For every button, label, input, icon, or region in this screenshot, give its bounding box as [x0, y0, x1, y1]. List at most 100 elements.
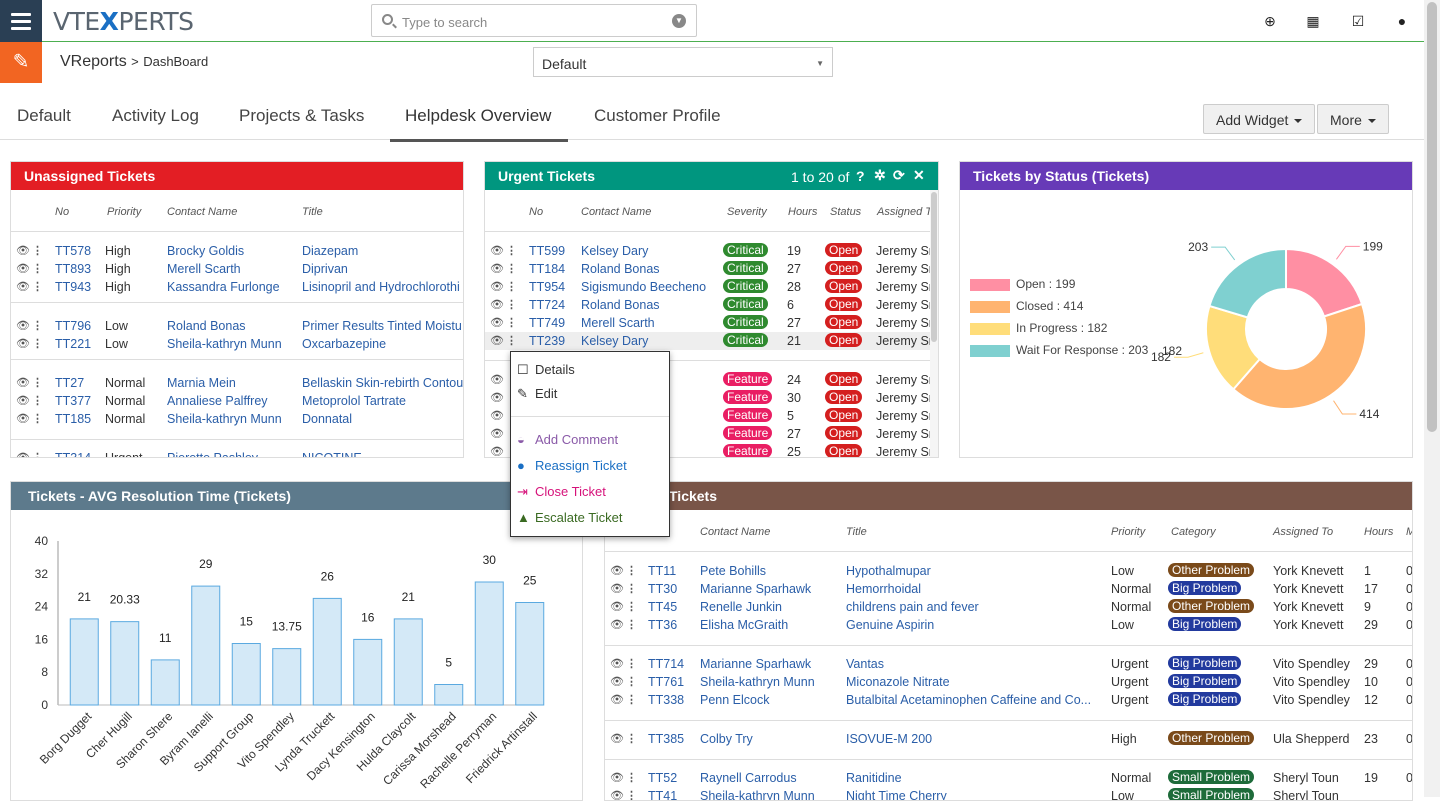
- contact-name[interactable]: Kelsey Dary: [581, 334, 649, 348]
- ticket-number[interactable]: TT30: [648, 582, 678, 596]
- table-row[interactable]: 👁 ⋮ TT41 Sheila-kathryn Munn Night Time Cher…: [605, 787, 1412, 801]
- ticket-title[interactable]: Metoprolol Tartrate: [302, 394, 406, 408]
- ticket-number[interactable]: TT599: [529, 244, 566, 258]
- menu-icon[interactable]: [0, 0, 42, 42]
- table-row[interactable]: 👁 ⋮ TT749 Merell Scarth Critical 27 Open Jeremy…: [485, 314, 938, 332]
- ticket-title[interactable]: Lisinopril and Hydrochlorothi: [302, 280, 460, 294]
- eye-icon[interactable]: 👁: [490, 410, 504, 422]
- contact-name[interactable]: Sheila-kathryn Munn: [167, 412, 282, 426]
- bar[interactable]: [191, 585, 221, 706]
- ticket-number[interactable]: TT749: [529, 316, 566, 330]
- table-row[interactable]: 👁 ⋮ TT599 Kelsey Dary Critical 19 Open Jeremy S…: [485, 242, 938, 260]
- column-header[interactable]: Severity: [727, 206, 767, 218]
- gear-icon[interactable]: ✲: [874, 167, 886, 183]
- close-icon[interactable]: ✕: [913, 167, 925, 183]
- table-row[interactable]: 👁 ⋮ TT724 Roland Bonas Critical 6 Open Jeremy S…: [485, 296, 938, 314]
- ellipsis-icon[interactable]: ⋮: [626, 694, 637, 706]
- eye-icon[interactable]: 👁: [610, 565, 624, 577]
- table-row[interactable]: 👁 ⋮ TT714 Marianne Sparhawk Vantas Urgent Big …: [605, 655, 1412, 673]
- eye-icon[interactable]: 👁: [610, 790, 624, 801]
- ticket-title[interactable]: NICOTINE: [302, 451, 362, 458]
- widget-title[interactable]: Tickets: [605, 482, 1412, 510]
- ellipsis-icon[interactable]: ⋮: [626, 658, 637, 670]
- table-row[interactable]: 👁 ⋮ TT185 Normal Sheila-kathryn Munn Donnatal: [11, 410, 463, 428]
- ticket-title[interactable]: Diprivan: [302, 262, 348, 276]
- bar[interactable]: [231, 643, 261, 706]
- widget-title[interactable]: Urgent Tickets: [498, 168, 595, 184]
- contact-name[interactable]: Kassandra Furlonge: [167, 280, 280, 294]
- eye-icon[interactable]: 👁: [16, 452, 30, 458]
- eye-icon[interactable]: 👁: [16, 320, 30, 332]
- ticket-title[interactable]: Donnatal: [302, 412, 353, 426]
- ticket-number[interactable]: TT338: [648, 693, 685, 707]
- pager-total[interactable]: ?: [856, 168, 865, 184]
- eye-icon[interactable]: 👁: [16, 263, 30, 275]
- ticket-title[interactable]: Ranitidine: [846, 771, 902, 785]
- contact-name[interactable]: Merell Scarth: [167, 262, 241, 276]
- eye-icon[interactable]: 👁: [490, 335, 504, 347]
- table-row[interactable]: 👁 ⋮ TT761 Sheila-kathryn Munn Miconazole Nit…: [605, 673, 1412, 691]
- bar[interactable]: [353, 638, 383, 706]
- bar[interactable]: [312, 597, 342, 706]
- widget-title[interactable]: Tickets by Status (Tickets): [960, 162, 1412, 190]
- pie-slice-wait-for-response[interactable]: [1208, 247, 1287, 319]
- table-row[interactable]: 👁 ⋮ TT45 Renelle Junkin childrens pain and f…: [605, 598, 1412, 616]
- contact-name[interactable]: Penn Elcock: [700, 693, 770, 707]
- ticket-title[interactable]: Night Time Cherry: [846, 789, 947, 801]
- ticket-title[interactable]: Genuine Aspirin: [846, 618, 935, 632]
- table-row[interactable]: 👁 ⋮ TT52 Raynell Carrodus Ranitidine Normal Sm…: [605, 769, 1412, 787]
- bar[interactable]: [110, 621, 140, 706]
- search-input[interactable]: Type to search ▼: [371, 4, 697, 37]
- logo[interactable]: VTEXPERTS: [53, 7, 194, 36]
- ellipsis-icon[interactable]: ⋮: [32, 281, 43, 293]
- table-row[interactable]: 👁 ⋮ TT184 Roland Bonas Critical 27 Open Jeremy …: [485, 260, 938, 278]
- ticket-title[interactable]: Oxcarbazepine: [302, 337, 387, 351]
- column-header[interactable]: Assigned To: [1273, 526, 1334, 538]
- table-row[interactable]: 👁 ⋮ TT30 Marianne Sparhawk Hemorrhoidal Norma…: [605, 580, 1412, 598]
- ticket-number[interactable]: TT314: [55, 451, 92, 458]
- calendar-icon[interactable]: ▦: [1306, 13, 1320, 29]
- legend-label[interactable]: In Progress : 182: [1016, 321, 1108, 335]
- contact-name[interactable]: Sheila-kathryn Munn: [700, 789, 815, 801]
- ellipsis-icon[interactable]: ⋮: [32, 338, 43, 350]
- ellipsis-icon[interactable]: ⋮: [626, 619, 637, 631]
- contact-name[interactable]: Raynell Carrodus: [700, 771, 797, 785]
- column-header[interactable]: Contact Name: [581, 206, 652, 218]
- ticket-number[interactable]: TT724: [529, 298, 566, 312]
- pie-slice-closed[interactable]: [1231, 302, 1367, 410]
- eye-icon[interactable]: 👁: [16, 395, 30, 407]
- menu-item-escalate[interactable]: ▲ Escalate Ticket: [517, 510, 622, 525]
- eye-icon[interactable]: 👁: [16, 413, 30, 425]
- ticket-number[interactable]: TT796: [55, 319, 92, 333]
- contact-name[interactable]: Roland Bonas: [581, 262, 660, 276]
- bar[interactable]: [515, 602, 545, 706]
- table-row[interactable]: 👁 ⋮ TT314 Urgent Pierette Pashley NICOTINE: [11, 449, 463, 458]
- breadcrumb-module[interactable]: VReports: [60, 53, 127, 70]
- ticket-number[interactable]: TT27: [55, 376, 85, 390]
- menu-item-close[interactable]: ⇥ Close Ticket: [517, 484, 606, 500]
- contact-name[interactable]: Annaliese Palffrey: [167, 394, 268, 408]
- ticket-title[interactable]: Butalbital Acetaminophen Caffeine and Co…: [846, 693, 1092, 707]
- table-row[interactable]: 👁 ⋮ TT796 Low Roland Bonas Primer Results Tin…: [11, 317, 463, 335]
- add-widget-button[interactable]: Add Widget: [1203, 104, 1316, 134]
- bar[interactable]: [434, 684, 464, 706]
- ticket-title[interactable]: Miconazole Nitrate: [846, 675, 950, 689]
- ellipsis-icon[interactable]: ⋮: [506, 335, 517, 347]
- eye-icon[interactable]: 👁: [490, 392, 504, 404]
- eye-icon[interactable]: 👁: [16, 377, 30, 389]
- ticket-number[interactable]: TT221: [55, 337, 92, 351]
- eye-icon[interactable]: 👁: [490, 263, 504, 275]
- eye-icon[interactable]: 👁: [610, 676, 624, 688]
- ticket-number[interactable]: TT184: [529, 262, 566, 276]
- checkbox-icon[interactable]: ☑: [1351, 13, 1365, 29]
- table-row[interactable]: 👁 ⋮ TT221 Low Sheila-kathryn Munn Oxcarbazepi…: [11, 335, 463, 353]
- column-header[interactable]: Hours: [788, 206, 818, 218]
- user-icon[interactable]: ●: [1397, 13, 1407, 29]
- table-row[interactable]: 👁 ⋮ TT338 Penn Elcock Butalbital Acetaminoph…: [605, 691, 1412, 709]
- ellipsis-icon[interactable]: ⋮: [626, 601, 637, 613]
- ellipsis-icon[interactable]: ⋮: [626, 565, 637, 577]
- ellipsis-icon[interactable]: ⋮: [626, 583, 637, 595]
